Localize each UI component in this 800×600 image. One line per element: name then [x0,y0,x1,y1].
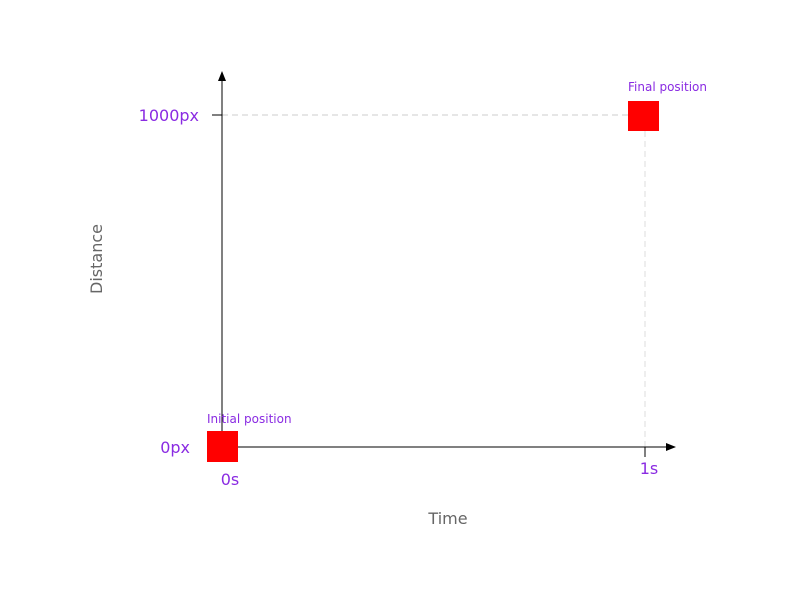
y-tick-label-0: 0px [160,438,190,457]
y-tick-label-1000: 1000px [139,106,199,125]
initial-position-box [207,431,238,462]
x-axis-title: Time [427,509,467,528]
y-axis-title: Distance [87,224,106,294]
x-tick-label-0: 0s [221,470,240,489]
final-position-box [628,101,659,131]
x-tick-label-1: 1s [640,459,659,478]
final-position-label: Final position [628,80,707,94]
initial-position-label: Initial position [207,412,292,426]
